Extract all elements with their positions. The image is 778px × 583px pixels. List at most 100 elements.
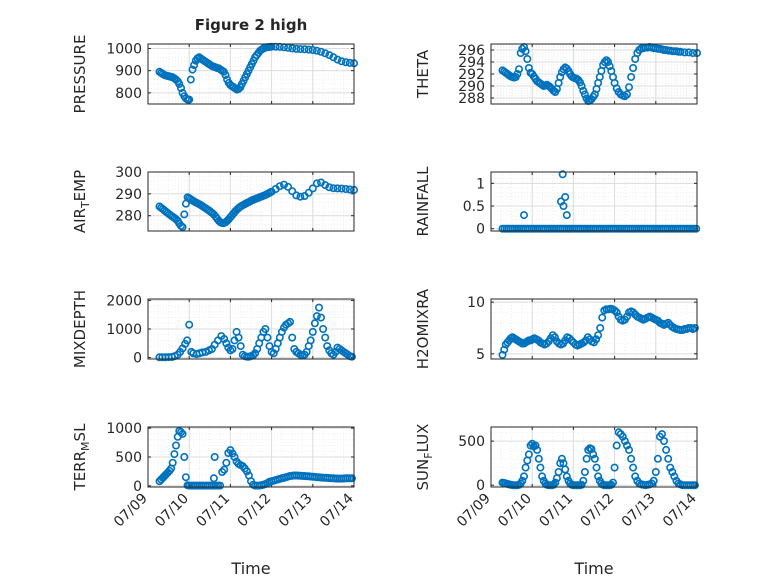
y-tick-label: 1000 — [106, 41, 142, 57]
data-point — [180, 210, 189, 219]
y-tick-label: 0 — [476, 222, 485, 238]
data-point — [180, 452, 189, 461]
data-point — [347, 474, 356, 483]
y-tick-label: 300 — [115, 165, 142, 181]
data-point — [296, 45, 305, 54]
rainfall-markers — [498, 170, 701, 233]
data-point — [676, 47, 685, 56]
data-point — [603, 57, 612, 66]
data-point — [310, 319, 319, 328]
y-tick-label: 0 — [133, 351, 142, 367]
data-point — [577, 82, 586, 91]
data-point — [612, 308, 621, 317]
data-point — [618, 432, 627, 441]
data-point — [664, 318, 673, 327]
data-point — [190, 61, 199, 70]
data-point — [542, 339, 551, 348]
data-point — [292, 191, 301, 200]
data-point — [308, 45, 317, 54]
data-point — [534, 454, 543, 463]
data-point — [181, 473, 190, 482]
data-point — [347, 352, 356, 361]
data-point — [216, 481, 225, 490]
data-point — [610, 463, 619, 472]
data-point — [284, 182, 293, 191]
y-tick-label: 290 — [115, 187, 142, 203]
data-point — [300, 45, 309, 54]
data-point — [249, 351, 258, 360]
terr-msl-axes-frame — [147, 426, 355, 488]
y-tick-label: 0 — [476, 478, 485, 494]
data-point — [337, 184, 346, 193]
h2omixra-y-axis-label: H2OMIXRA — [414, 288, 432, 369]
y-tick-label: 0.5 — [463, 199, 485, 215]
data-point — [608, 478, 617, 487]
data-point — [596, 323, 605, 332]
data-point — [172, 441, 181, 450]
data-point — [288, 44, 297, 53]
data-point — [657, 430, 666, 439]
h2omixra-axes-frame — [490, 298, 698, 360]
data-point — [292, 44, 301, 53]
data-point — [177, 428, 186, 437]
data-point — [178, 429, 187, 438]
data-point — [186, 75, 195, 84]
data-point — [629, 308, 638, 317]
data-point — [594, 331, 603, 340]
data-point — [579, 476, 588, 485]
data-point — [622, 90, 631, 99]
data-point — [605, 62, 614, 71]
data-point — [288, 333, 297, 342]
y-tick-label: 1000 — [106, 322, 142, 338]
data-point — [304, 188, 313, 197]
data-point — [612, 441, 621, 450]
data-point — [589, 450, 598, 459]
sun-flux-markers — [498, 428, 699, 490]
air-temp-markers — [155, 178, 358, 232]
data-point — [590, 454, 599, 463]
data-point — [222, 339, 231, 348]
data-point — [548, 331, 557, 340]
data-point — [177, 84, 186, 93]
data-point — [670, 472, 679, 481]
data-point — [341, 58, 350, 67]
sun-flux-y-axis-label: SUNFLUX — [414, 424, 435, 491]
pressure-minor-grid — [148, 44, 354, 104]
data-point — [304, 45, 313, 54]
rainfall-axes-frame — [490, 171, 698, 232]
data-point — [220, 465, 229, 474]
data-point — [277, 327, 286, 336]
data-point — [275, 182, 284, 191]
data-point — [209, 474, 218, 483]
data-point — [513, 70, 522, 79]
data-point — [558, 170, 567, 179]
data-point — [624, 83, 633, 92]
data-point — [234, 333, 243, 342]
y-tick-label: 2000 — [106, 293, 142, 309]
data-point — [261, 324, 270, 333]
data-point — [562, 472, 571, 481]
data-point — [210, 452, 219, 461]
theta-axes-frame — [490, 43, 698, 105]
data-point — [333, 55, 342, 64]
data-point — [561, 193, 570, 202]
data-point — [316, 47, 325, 56]
data-point — [622, 441, 631, 450]
data-point — [242, 467, 251, 476]
subplot-rainfall: 0 0.5 1 RAINFALL — [414, 166, 701, 238]
data-point — [236, 342, 245, 351]
data-point — [550, 333, 559, 342]
data-point — [538, 472, 547, 481]
data-point — [185, 320, 194, 329]
pressure-markers — [155, 42, 358, 104]
data-point — [519, 472, 528, 481]
data-point — [279, 180, 288, 189]
data-point — [323, 342, 332, 351]
data-point — [521, 47, 530, 56]
y-tick-label: 1000 — [106, 421, 142, 437]
data-point — [556, 459, 565, 468]
data-point — [583, 333, 592, 342]
rainfall-y-axis-label: RAINFALL — [414, 166, 432, 237]
data-point — [319, 324, 328, 333]
data-point — [325, 183, 334, 192]
